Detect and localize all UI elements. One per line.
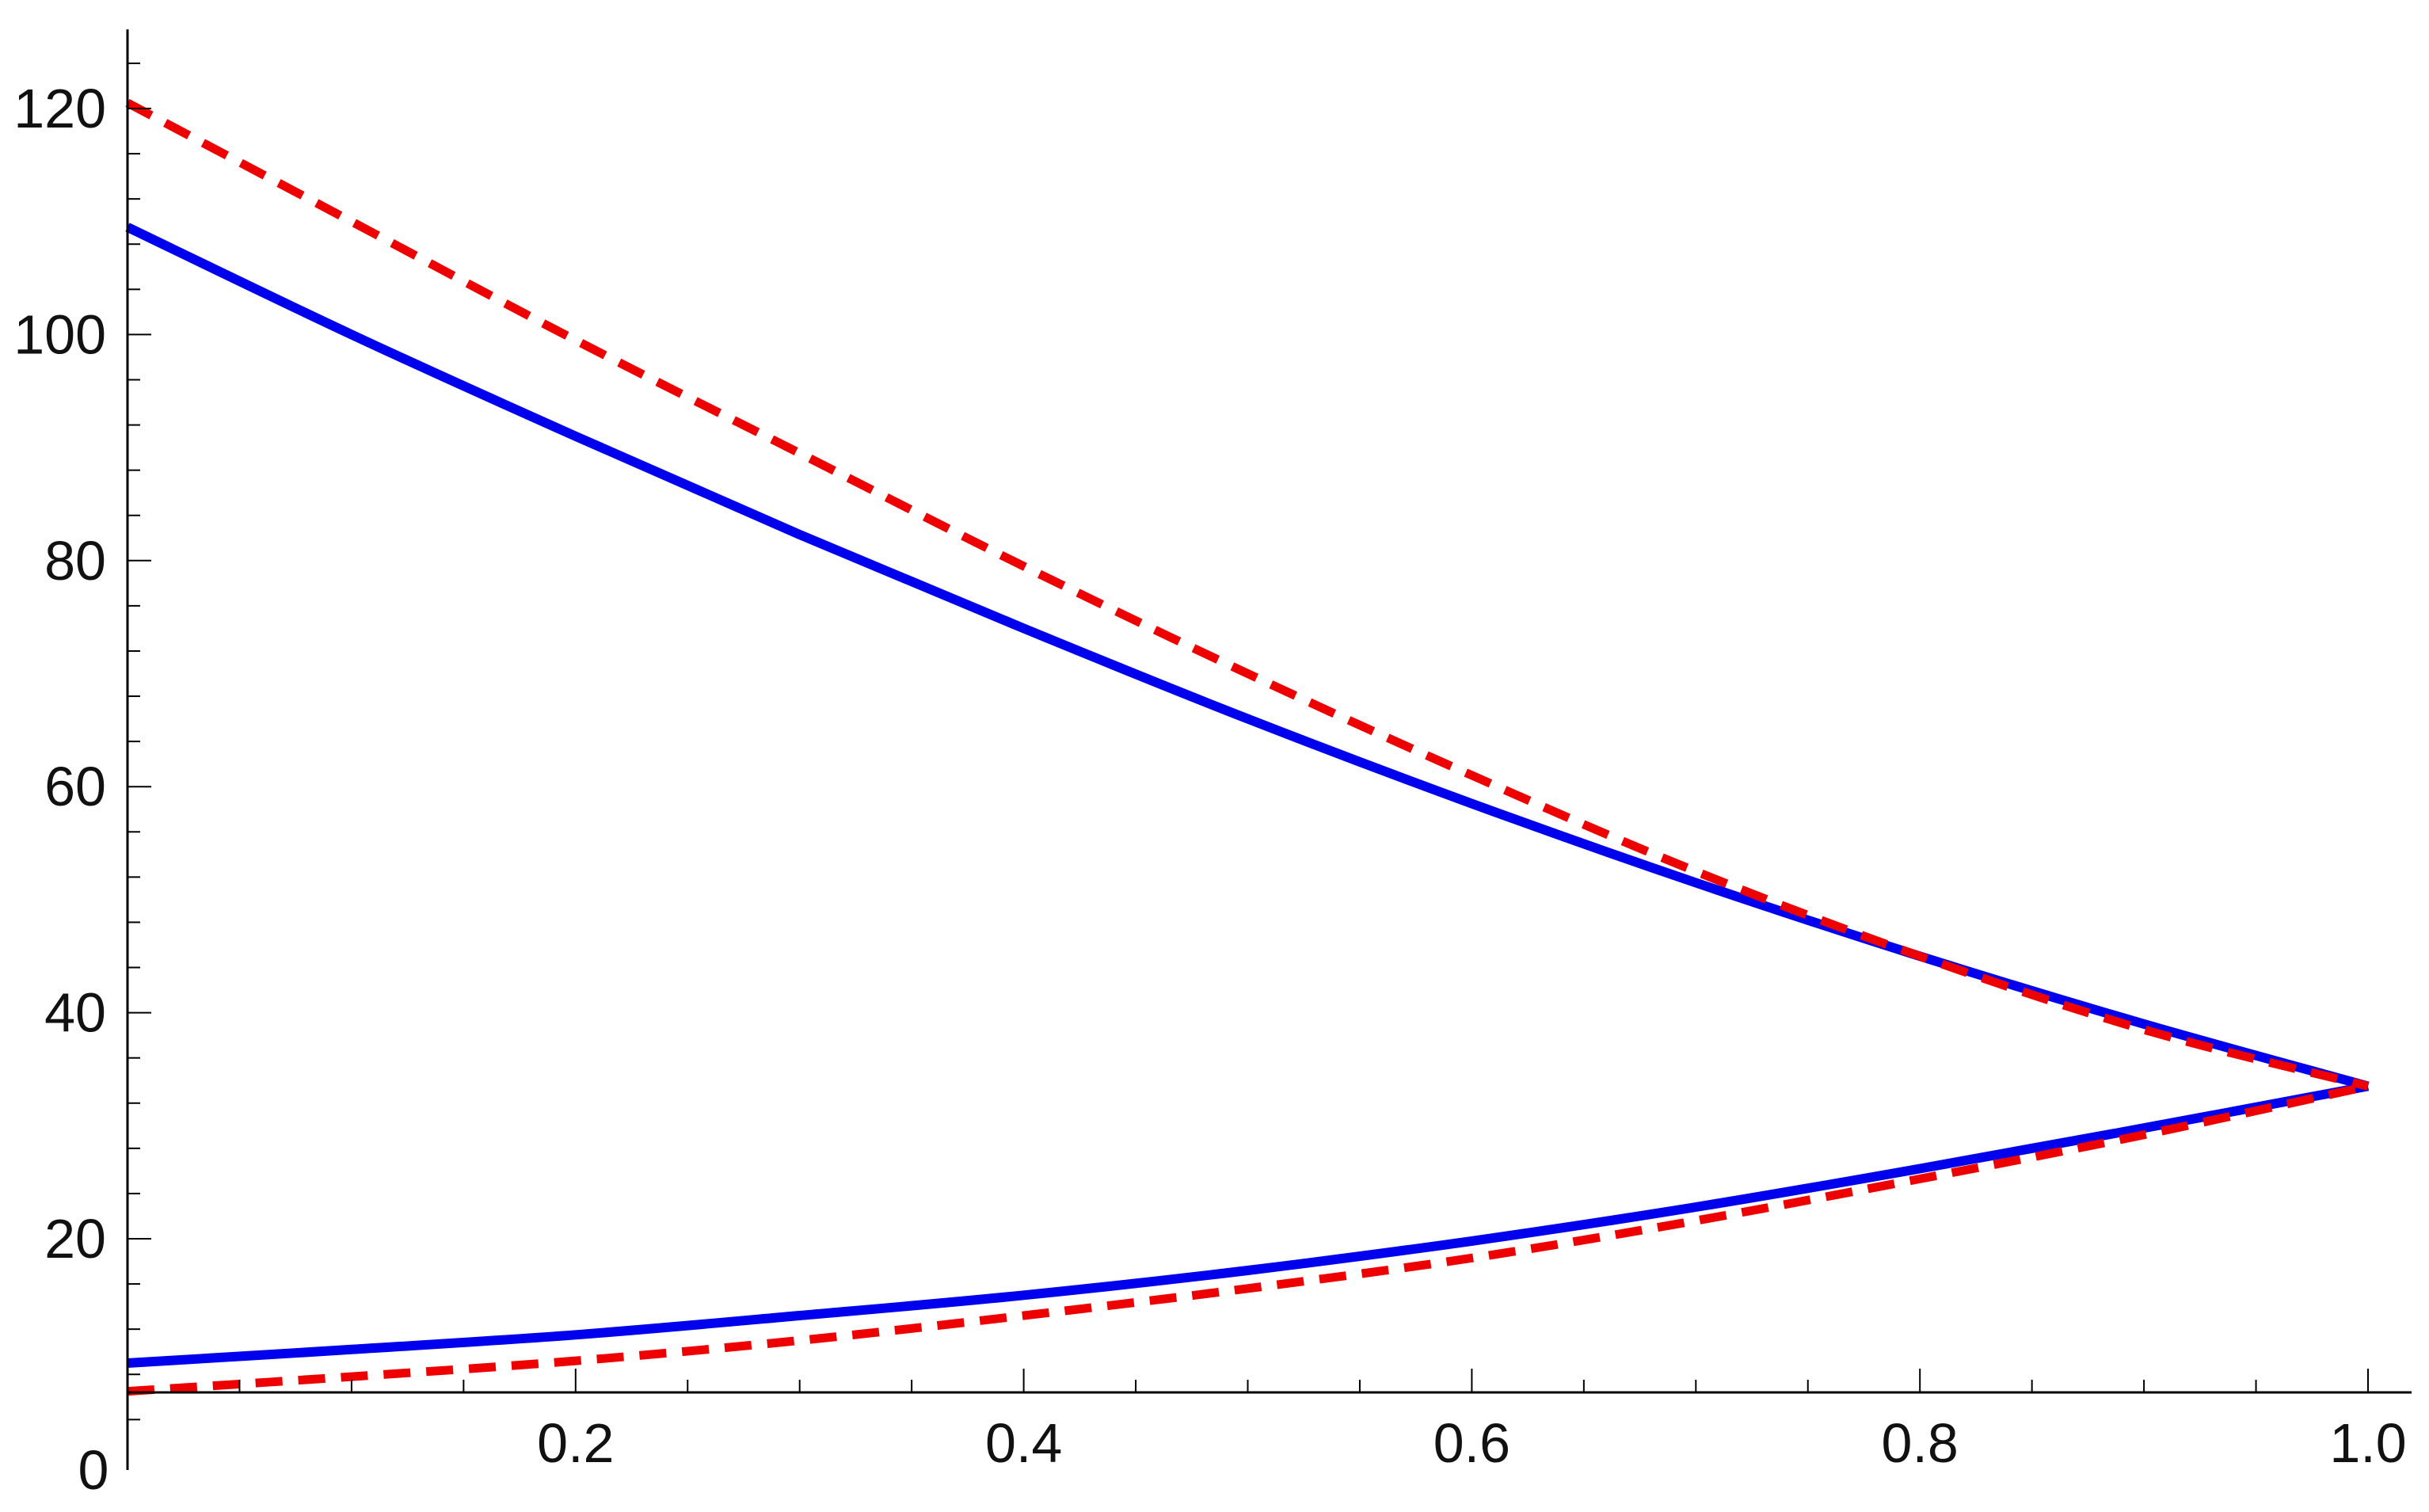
y-tick-label: 100	[13, 303, 106, 365]
y-tick-label: 40	[44, 982, 106, 1044]
x-tick-label: 0.8	[1882, 1412, 1959, 1474]
x-tick-label: 0.2	[537, 1412, 614, 1474]
axes-group	[126, 29, 2412, 1470]
series-group	[125, 99, 2370, 1396]
dashed-series-line-3	[127, 1082, 2370, 1396]
y-tick-label: 120	[13, 78, 106, 139]
dashed-series-line-2	[125, 99, 2370, 1091]
x-tick-label: 0.6	[1433, 1412, 1510, 1474]
origin-label: 0	[78, 1439, 109, 1501]
x-tick-label: 1.0	[2329, 1412, 2406, 1474]
solid-series-line-0	[125, 223, 2370, 1091]
tick-labels-group: 0.2 0.4 0.6 0.8 1.0 20 40 60 80 100 120 0	[13, 78, 2406, 1501]
y-tick-label: 20	[44, 1208, 106, 1270]
ticks-group	[128, 62, 2369, 1421]
y-tick-label: 60	[44, 756, 106, 817]
solid-series-line-1	[127, 1081, 2370, 1368]
y-tick-label: 80	[44, 530, 106, 592]
x-tick-label: 0.4	[985, 1412, 1062, 1474]
